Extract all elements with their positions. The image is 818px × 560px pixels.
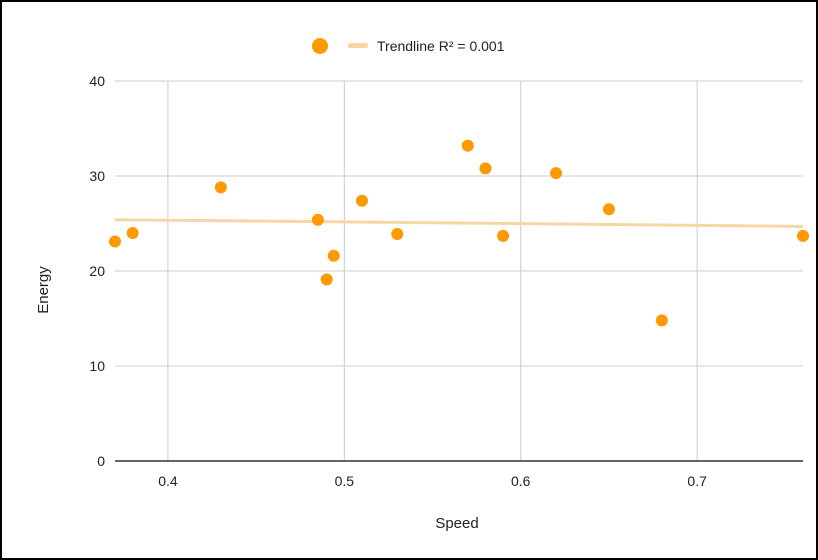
data-point (602, 203, 615, 216)
y-axis-title: Energy (35, 266, 52, 314)
legend-marker-trendline (348, 43, 368, 48)
data-point (655, 314, 668, 327)
data-point (311, 213, 324, 226)
x-axis-title: Speed (435, 515, 478, 532)
data-point (497, 229, 510, 242)
data-point (550, 167, 563, 180)
point-layer (109, 139, 809, 327)
data-point (327, 249, 340, 262)
data-point (461, 139, 474, 152)
x-tick-label: 0.7 (687, 473, 707, 489)
data-point (355, 194, 368, 207)
x-tick-label: 0.6 (511, 473, 531, 489)
axis-layer: 0 10 20 30 40 0.4 0.5 0.6 0.7 (89, 73, 803, 489)
data-point (391, 227, 404, 240)
data-point (109, 235, 121, 248)
data-point (320, 273, 333, 286)
data-point (797, 229, 809, 242)
trendline-layer (114, 218, 804, 228)
y-tick-label: 10 (89, 358, 105, 374)
y-tick-label: 0 (97, 453, 105, 469)
legend: Trendline R² = 0.001 (312, 38, 505, 54)
grid-layer (115, 80, 803, 461)
x-tick-label: 0.4 (158, 473, 178, 489)
x-tick-label: 0.5 (335, 473, 355, 489)
legend-trendline-label: Trendline R² = 0.001 (377, 38, 505, 54)
data-point (479, 162, 492, 175)
y-tick-label: 30 (89, 168, 105, 184)
data-point (214, 181, 227, 194)
trendline (114, 218, 804, 228)
legend-marker-points (312, 38, 328, 54)
data-point (126, 227, 139, 239)
y-tick-label: 20 (89, 263, 105, 279)
y-tick-label: 40 (89, 73, 105, 89)
